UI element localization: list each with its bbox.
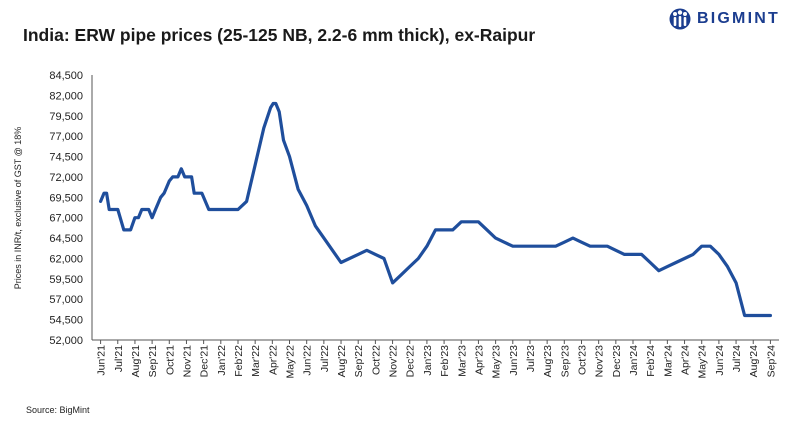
x-tick-label: Nov'22	[388, 345, 400, 378]
x-tick-label: Jun'22	[302, 345, 314, 376]
y-tick-label: 64,500	[49, 233, 83, 245]
y-tick-label: 67,000	[49, 213, 83, 225]
y-tick-label: 79,500	[49, 111, 83, 123]
x-tick-label: Dec'21	[199, 345, 211, 378]
x-tick-label: Aug'22	[336, 345, 348, 378]
bigmint-people-icon	[669, 8, 691, 30]
x-tick-label: Sep'21	[147, 345, 159, 378]
x-tick-label: Jan'24	[628, 345, 640, 376]
y-tick-label: 74,500	[49, 152, 83, 164]
y-axis-ticks: 52,000 54,500 57,000 59,500 62,000 64,500 67,0…	[49, 70, 83, 347]
chart-title: India: ERW pipe prices (25-125 NB, 2.2-6…	[23, 25, 536, 45]
y-tick-label: 82,000	[49, 90, 83, 102]
x-tick-label: May'24	[697, 345, 709, 379]
x-tick-label: Sep'23	[559, 345, 571, 378]
x-tick-label: Aug'24	[748, 345, 760, 378]
x-tick-label: Mar'24	[662, 345, 674, 377]
x-tick-label: Dec'23	[611, 345, 623, 378]
x-tick-label: Jul'21	[113, 345, 125, 372]
y-tick-label: 57,000	[49, 294, 83, 306]
x-tick-label: Jul'24	[731, 345, 743, 372]
x-tick-label: Apr'23	[473, 345, 485, 375]
x-tick-label: Jun'21	[96, 345, 108, 376]
x-tick-label: Aug'23	[542, 345, 554, 378]
y-tick-label: 52,000	[49, 335, 83, 347]
price-series-line	[99, 101, 772, 318]
source-note: Source: BigMint	[26, 405, 90, 415]
x-tick-label: Apr'24	[680, 345, 692, 375]
x-tick-label: Apr'22	[267, 345, 279, 375]
x-tick-label: May'22	[285, 345, 297, 379]
x-tick-label: Feb'24	[645, 345, 657, 377]
x-tick-label: Oct'23	[576, 345, 588, 375]
x-tick-label: May'23	[491, 345, 503, 379]
y-tick-label: 62,000	[49, 253, 83, 265]
x-tick-label: Jul'22	[319, 345, 331, 372]
x-tick-label: Aug'21	[130, 345, 142, 378]
y-tick-label: 72,000	[49, 172, 83, 184]
y-tick-label: 69,500	[49, 192, 83, 204]
x-tick-label: Sep'24	[765, 345, 777, 378]
x-tick-label: Jul'23	[525, 345, 537, 372]
x-tick-label: Mar'22	[250, 345, 262, 377]
x-tick-label: Jan'23	[422, 345, 434, 376]
y-tick-label: 59,500	[49, 274, 83, 286]
x-tick-label: Nov'23	[594, 345, 606, 378]
x-tick-label: Feb'23	[439, 345, 451, 377]
x-tick-label: Oct'21	[164, 345, 176, 375]
y-tick-label: 84,500	[49, 70, 83, 82]
x-tick-label: Sep'22	[353, 345, 365, 378]
brand-logo: BIGMINT	[669, 6, 780, 32]
x-tick-label: Feb'22	[233, 345, 245, 377]
x-tick-label: Jun'24	[714, 345, 726, 376]
x-axis-ticks: Jun'21 Jul'21 Aug'21 Sep'21 Oct'21 Nov'21 Dec'…	[96, 340, 777, 379]
y-tick-label: 54,500	[49, 315, 83, 327]
y-tick-label: 77,000	[49, 131, 83, 143]
x-tick-label: Mar'23	[456, 345, 468, 377]
x-tick-label: Nov'21	[181, 345, 193, 378]
x-tick-label: Jan'22	[216, 345, 228, 376]
x-tick-label: Oct'22	[370, 345, 382, 375]
x-tick-label: Jun'23	[508, 345, 520, 376]
y-axis-label: Prices in INR/t, exclusive of GST @ 18%	[13, 127, 23, 290]
logo-text: BIGMINT	[697, 10, 780, 27]
x-tick-label: Dec'22	[405, 345, 417, 378]
